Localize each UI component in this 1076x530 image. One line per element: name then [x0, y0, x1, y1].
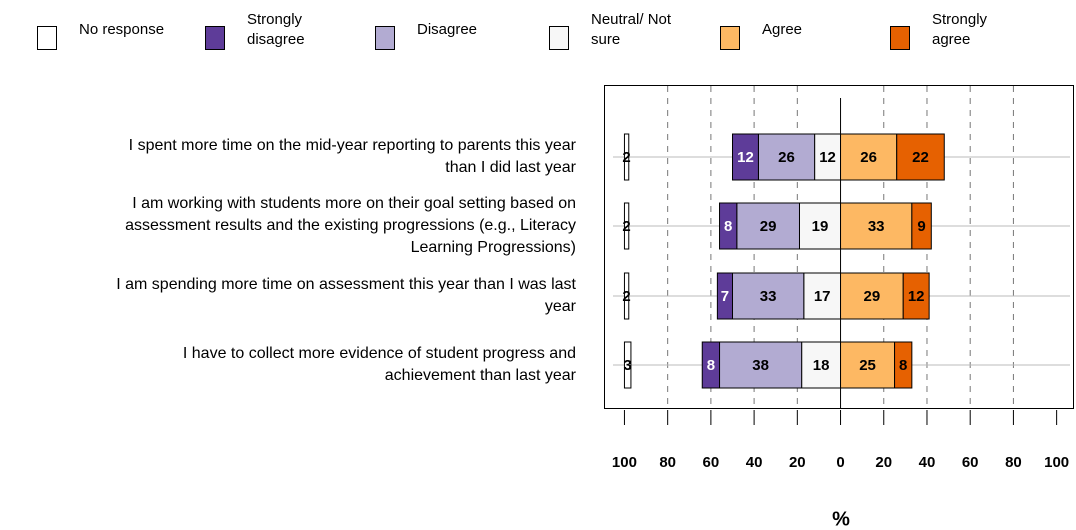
data-label: 33 [760, 288, 777, 305]
bar-segment [798, 202, 842, 250]
x-tick-label: 80 [659, 454, 676, 471]
bar-segment [840, 202, 913, 250]
x-tick-label: 80 [1005, 454, 1022, 471]
legend-swatch [205, 26, 225, 50]
bar-segment [623, 341, 632, 389]
x-axis-label: % [832, 508, 850, 530]
category-label: assessment results and the existing prog… [125, 217, 576, 234]
legend-label: Disagree [417, 21, 478, 38]
data-label: 7 [721, 288, 729, 305]
bar-segment [716, 272, 733, 320]
bar-segment [736, 202, 800, 250]
category-label: Learning Progressions) [411, 239, 576, 256]
bar-segment [840, 341, 896, 389]
data-label: 12 [737, 149, 754, 166]
bar-segment [757, 133, 816, 181]
bar-segment [623, 272, 630, 320]
x-tick-label: 60 [703, 454, 720, 471]
bar-segment [731, 133, 759, 181]
bar-segment [701, 341, 721, 389]
bar-segment [623, 202, 630, 250]
data-label: 8 [724, 218, 732, 235]
x-tick-label: 20 [875, 454, 892, 471]
data-label: 38 [752, 357, 769, 374]
legend-swatch [720, 26, 740, 50]
legend-swatch [375, 26, 395, 50]
category-label: I spent more time on the mid-year report… [129, 137, 577, 154]
bar-segment [840, 272, 904, 320]
legend-swatch [549, 26, 569, 50]
legend-label: Neutral/ Not sure [591, 11, 672, 48]
x-tick-label: 0 [836, 454, 844, 471]
legend-label: Agree [762, 21, 803, 38]
data-label: 26 [778, 149, 795, 166]
data-label: 8 [707, 357, 715, 374]
plot-frame [604, 85, 1074, 409]
bar-segment [814, 133, 842, 181]
bar-segment [803, 272, 842, 320]
x-tick-label: 100 [612, 454, 637, 471]
legend-label: Strongly disagree [247, 11, 305, 48]
x-tick-label: 100 [1044, 454, 1069, 471]
data-label: 12 [819, 149, 836, 166]
bar-segment [623, 133, 630, 181]
data-label: 29 [760, 218, 777, 235]
data-label: 26 [860, 149, 877, 166]
data-label: 2 [622, 149, 630, 166]
data-label: 2 [622, 218, 630, 235]
legend-swatch [890, 26, 910, 50]
category-label: I am spending more time on assessment th… [116, 276, 576, 293]
data-label: 25 [859, 357, 876, 374]
bar-segment [731, 272, 805, 320]
bar-segment [896, 133, 945, 181]
data-label: 33 [868, 218, 885, 235]
bar-segment [902, 272, 930, 320]
data-label: 8 [899, 357, 907, 374]
bar-segment [894, 341, 913, 389]
x-tick-label: 40 [919, 454, 936, 471]
category-label: achievement than last year [385, 367, 577, 384]
data-label: 17 [814, 288, 831, 305]
data-label: 19 [812, 218, 829, 235]
x-tick-label: 40 [746, 454, 763, 471]
data-label: 18 [813, 357, 830, 374]
bar-segment [911, 202, 932, 250]
data-label: 9 [917, 218, 925, 235]
data-label: 12 [908, 288, 925, 305]
x-tick-label: 20 [789, 454, 806, 471]
category-label: I have to collect more evidence of stude… [183, 345, 576, 362]
data-label: 29 [864, 288, 881, 305]
bar-segment [719, 202, 738, 250]
x-tick-label: 60 [962, 454, 979, 471]
data-label: 3 [624, 357, 632, 374]
bar-segment [840, 133, 898, 181]
legend-label: Strongly agree [932, 11, 988, 48]
legend-swatch [37, 26, 57, 50]
category-label: I am working with students more on their… [132, 195, 576, 212]
data-label: 22 [912, 149, 929, 166]
legend-label: No response [79, 21, 165, 38]
data-label: 2 [622, 288, 630, 305]
category-label: than I did last year [445, 159, 576, 176]
category-label: year [545, 298, 577, 315]
